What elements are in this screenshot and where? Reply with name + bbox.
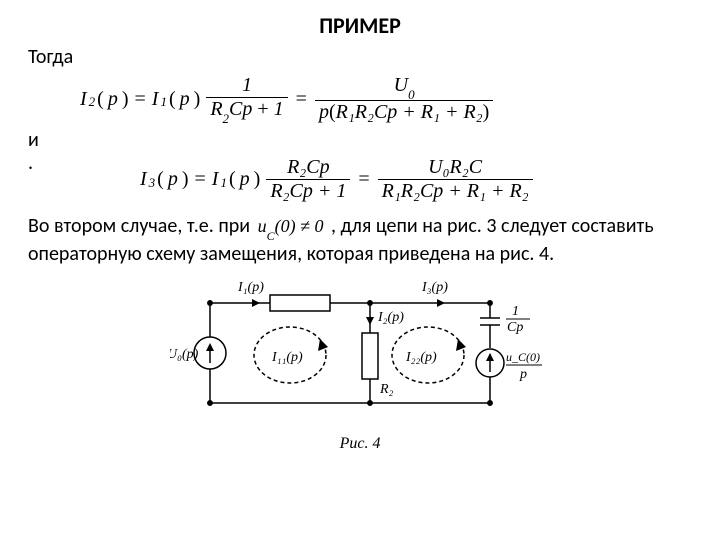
- lbl-uc-num: u_C(0): [506, 350, 540, 364]
- eq1-f1dp: +: [252, 98, 273, 120]
- eq2-eq2: =: [354, 168, 373, 191]
- lbl-cap-num: 1: [512, 304, 519, 319]
- eq1-f2nas: 0: [408, 87, 415, 102]
- para-pre: Во втором случае, т.е. при: [28, 214, 255, 238]
- eq1-argv2: p: [178, 88, 192, 111]
- eq1-frac1: 1 R2Cp + 1: [206, 74, 287, 124]
- eq1-f2dl: (: [329, 101, 336, 123]
- paragraph: Во втором случае, т.е. при uC(0) ≠ 0 , д…: [28, 213, 692, 267]
- eq2-frac2: U₀R₂C R₁R₂Cp + R₁ + R₂: [378, 156, 533, 203]
- eq1-f1-num: 1: [238, 74, 256, 97]
- eq1-r1s: I: [150, 88, 161, 111]
- inline-condition: uC(0) ≠ 0: [255, 216, 327, 236]
- eq1-pr2: ): [192, 88, 203, 111]
- lbl-I22: I₂₂(p): [405, 350, 437, 365]
- eq2-f1-num: R₂Cp: [283, 156, 334, 179]
- eq1-f1das: 2: [223, 111, 230, 126]
- eq1-pr: ): [120, 88, 131, 111]
- eq2-r1sub: 1: [220, 175, 227, 191]
- eq1-r1sub: 1: [160, 94, 167, 110]
- eq2-pr: ): [180, 168, 191, 191]
- equation-2: I3(p) = I1(p) R₂Cp R₂Cp + 1 = U₀R₂C R₁R₂…: [138, 156, 692, 203]
- circuit-svg: I₁(p) I₃(p) I₂(p) I₁₁(p) I₂₂(p) U₀(p) R₂…: [170, 273, 550, 433]
- eq2-r1s: I: [210, 168, 221, 191]
- eq1-eq2: =: [292, 88, 311, 111]
- eq1-f2na: U: [394, 74, 408, 96]
- eq1-lhs-sym: I: [78, 88, 89, 111]
- figure-caption: Рис. 4: [170, 435, 550, 453]
- equation-1: I2(p) = I1(p) 1 R2Cp + 1 = U0 p(R₁R₂Cp +…: [78, 74, 692, 124]
- lbl-I11: I₁₁(p): [271, 350, 303, 365]
- lbl-uc-den: p: [519, 367, 527, 382]
- eq2-pr2: ): [252, 168, 263, 191]
- eq1-f1dc: 1: [274, 98, 284, 120]
- text-then: Тогда: [28, 45, 692, 70]
- eq2-lhs-sub: 3: [149, 175, 156, 191]
- lbl-I2: I₂(p): [377, 310, 404, 325]
- eq1-pl2: (: [167, 88, 178, 111]
- eq1-argv: p: [106, 88, 120, 111]
- eq1-f1-den: R2Cp + 1: [206, 97, 287, 124]
- figure-4: I₁(p) I₃(p) I₂(p) I₁₁(p) I₂₂(p) U₀(p) R₂…: [170, 273, 550, 453]
- eq1-eq1: =: [131, 88, 150, 111]
- eq2-lhs-sym: I: [138, 168, 149, 191]
- eq2-frac1: R₂Cp R₂Cp + 1: [266, 156, 350, 203]
- lbl-I3: I₃(p): [421, 280, 448, 295]
- eq1-pl: (: [95, 88, 106, 111]
- page-title: ПРИМЕР: [28, 12, 692, 39]
- lbl-R2: R₂: [379, 382, 394, 397]
- eq1-f2dr: ): [483, 101, 490, 123]
- eq2-eq1: =: [191, 168, 210, 191]
- page: ПРИМЕР Тогда I2(p) = I1(p) 1 R2Cp + 1 = …: [0, 0, 720, 540]
- lbl-I1: I₁(p): [237, 280, 264, 295]
- eq2-f2-num: U₀R₂C: [424, 156, 486, 179]
- eq1-frac2: U0 p(R₁R₂Cp + R₁ + R₂): [315, 74, 493, 124]
- eq2-f1-den: R₂Cp + 1: [266, 179, 350, 203]
- eq2-argv2: p: [238, 168, 252, 191]
- eq1-f2-den: p(R₁R₂Cp + R₁ + R₂): [315, 100, 493, 124]
- eq2-argv: p: [166, 168, 180, 191]
- eq2-f2-den: R₁R₂Cp + R₁ + R₂: [378, 179, 533, 203]
- eq1-f1db: Cp: [229, 98, 252, 120]
- eq1-f2-num: U0: [390, 74, 419, 100]
- eq2-pl2: (: [227, 168, 238, 191]
- text-and: и: [28, 128, 692, 153]
- lbl-U0: U₀(p): [170, 347, 199, 362]
- eq1-f2dp: p: [319, 101, 329, 123]
- eq1-lhs-sub: 2: [89, 94, 96, 110]
- eq2-pl: (: [155, 168, 166, 191]
- eq1-f2dt: R₁R₂Cp + R₁ + R₂: [336, 101, 483, 123]
- eq1-f1da: R: [210, 98, 222, 120]
- lbl-cap-den: Cp: [507, 320, 523, 335]
